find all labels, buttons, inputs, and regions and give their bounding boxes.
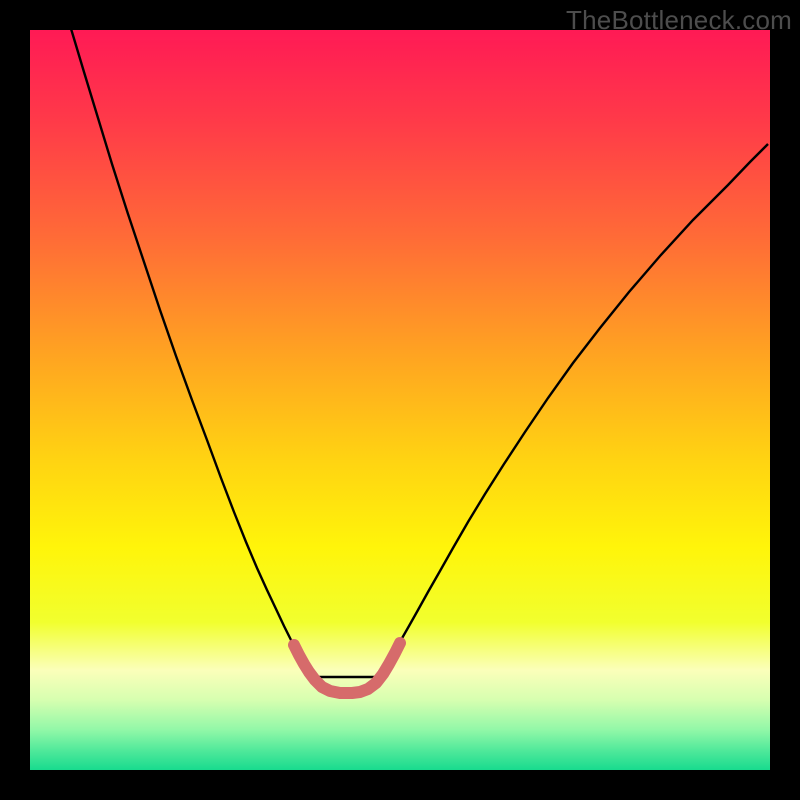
watermark-text: TheBottleneck.com [566, 5, 792, 36]
bottleneck-highlight [294, 643, 400, 693]
bottleneck-curve [62, 30, 768, 677]
curves-layer [30, 30, 770, 770]
plot-area [30, 30, 770, 770]
